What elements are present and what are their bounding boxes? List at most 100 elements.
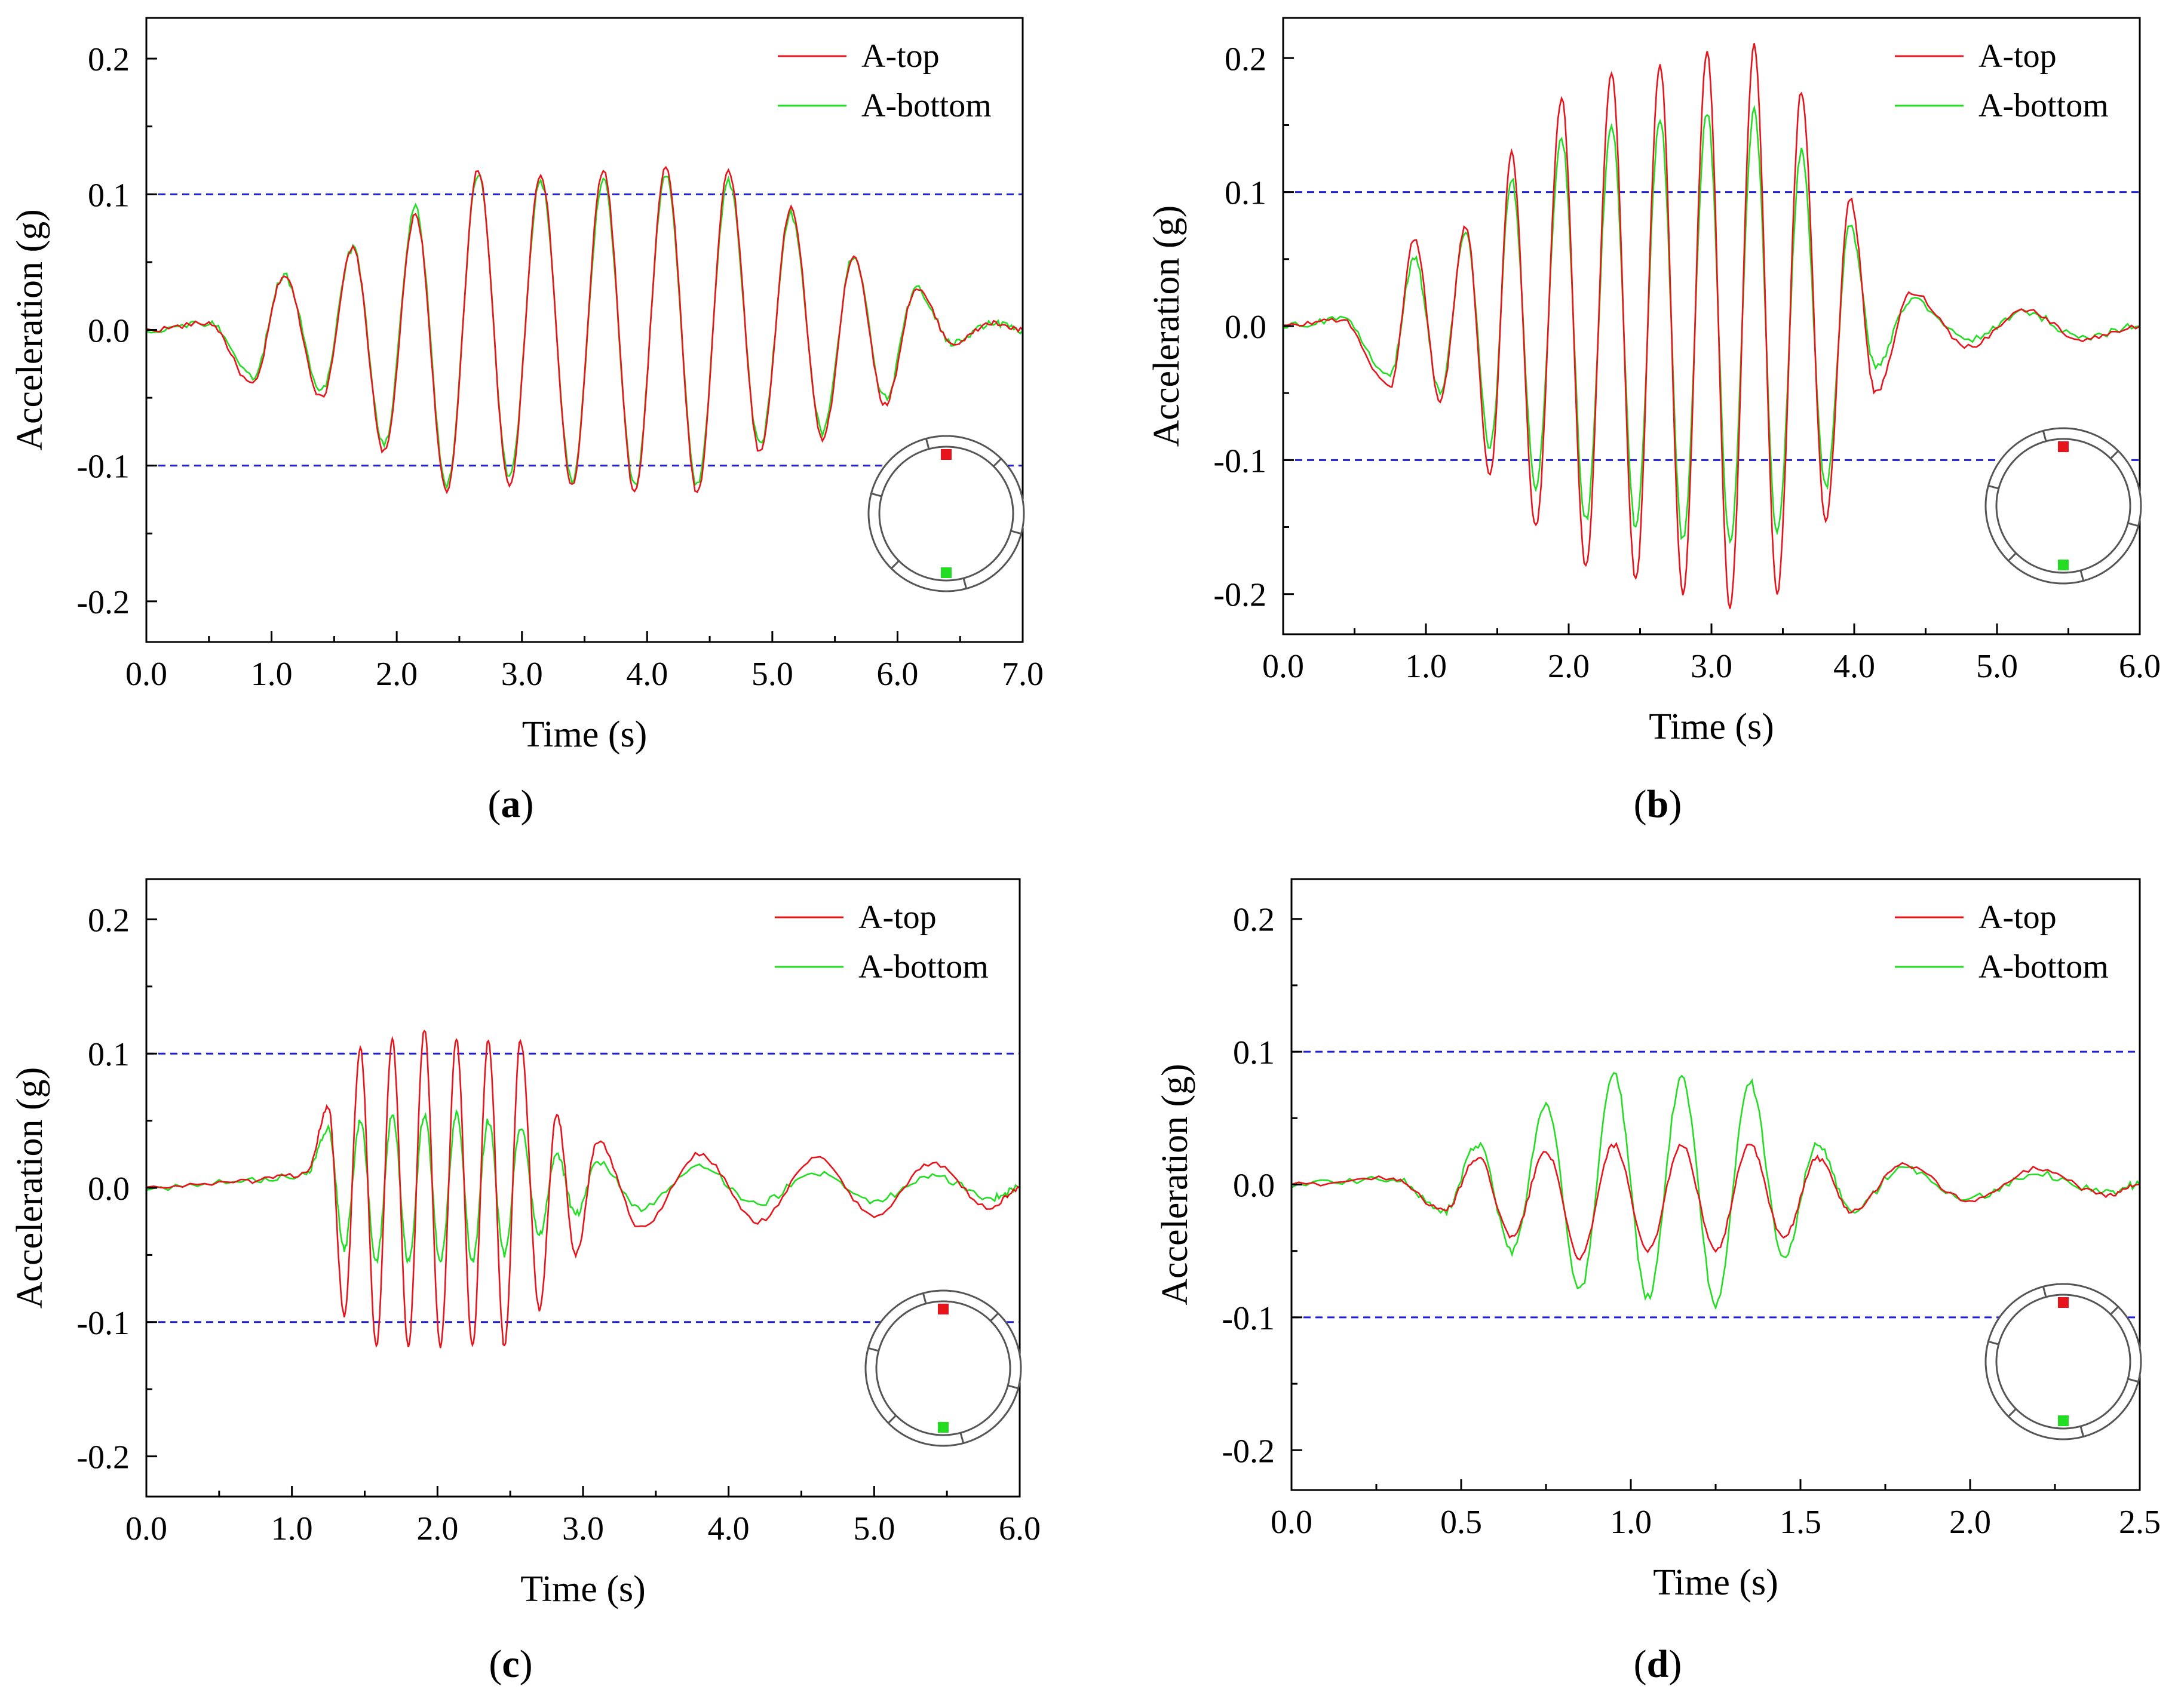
x-tick-label: 2.0 [416,1510,458,1547]
y-tick-label: -0.1 [1213,443,1266,480]
chart-panel-c: 0.0 1.0 2.0 3.0 4.0 5.0 6.0 -0.2 -0.1 0.0 0.1 0.2 Ti… [10,878,1041,1686]
ring-segment-joint [2008,552,2017,561]
x-tick-label: 0.0 [125,656,167,693]
y-axis-label: Acceleration (g) [10,209,50,450]
legend-entry-a-top: A-top [1978,38,2057,75]
x-tick-label: 3.0 [562,1510,604,1547]
chart-panel-a: 0.0 1.0 2.0 3.0 4.0 5.0 6.0 7.0 -0.2 -0.1 0.0 0.1 0.… [10,17,1044,826]
x-tick-label: 1.0 [251,656,293,693]
sensor-marker-top [2058,441,2069,452]
sensor-ring-diagram [864,1289,1022,1447]
x-tick-label: 2.5 [2119,1504,2161,1541]
legend-entry-a-top: A-top [858,899,937,936]
x-tick-label: 0.0 [1271,1504,1312,1541]
y-tick-label: 0.1 [1225,175,1266,212]
x-tick-label: 0.0 [1262,648,1304,685]
series-line-a-bottom [146,174,1023,490]
x-tick-label: 5.0 [853,1510,895,1547]
x-tick-label: 5.0 [751,656,793,693]
series-line-a-top [146,165,1023,494]
x-axis-label: Time (s) [1653,1562,1778,1603]
y-tick-label: 0.1 [88,1036,130,1073]
y-axis-label: Acceleration (g) [10,1067,50,1308]
ring-inner [875,1300,1011,1436]
y-tick-label: 0.0 [1225,309,1266,346]
sensor-marker-bottom [938,1422,949,1433]
x-tick-label: 6.0 [999,1510,1041,1547]
x-tick-label: 5.0 [1976,648,2018,685]
ring-segment-joint [962,577,968,589]
x-tick-label: 2.0 [1548,648,1590,685]
y-tick-label: 0.1 [1233,1034,1275,1071]
y-tick-label: 0.2 [1233,902,1275,939]
series-line-a-bottom [1292,1072,2140,1310]
sensor-marker-top [938,1304,949,1314]
ring-segment-joint [993,458,1002,467]
ring-segment-joint [2110,1306,2119,1315]
y-tick-label: 0.0 [88,313,130,350]
y-tick-label: 0.2 [88,902,130,939]
x-tick-label: 4.0 [708,1510,750,1547]
y-tick-label: -0.2 [76,1439,130,1476]
ring-inner [878,446,1014,582]
y-tick-label: -0.1 [1222,1300,1275,1337]
chart-panel-b: 0.0 1.0 2.0 3.0 4.0 5.0 6.0 -0.2 -0.1 0.0 0.1 0.2 Ti… [1146,17,2161,826]
ring-segment-joint [1007,1384,1019,1390]
ring-segment-joint [2042,1286,2047,1298]
y-tick-label: 0.0 [88,1171,130,1208]
ring-segment-joint [2042,431,2047,442]
y-tick-label: -0.2 [1213,577,1266,614]
ring-segment-joint [925,438,930,450]
x-axis-label: Time (s) [520,1569,646,1609]
y-tick-label: 0.1 [88,177,130,214]
y-tick-label: -0.1 [76,448,130,486]
x-tick-label: 2.0 [1949,1504,1991,1541]
sensor-ring-diagram [1984,427,2142,585]
x-tick-label: 1.0 [271,1510,313,1547]
sensor-marker-top [2058,1297,2069,1308]
ring-segment-joint [922,1293,927,1304]
y-axis-label: Acceleration (g) [1146,205,1187,447]
x-tick-label: 0.0 [125,1510,167,1547]
ring-segment-joint [1988,1340,1999,1345]
ring-segment-joint [1988,484,1999,490]
ring-segment-joint [888,1415,897,1424]
x-tick-label: 1.5 [1780,1504,1821,1541]
x-axis-label: Time (s) [1649,706,1774,747]
ring-segment-joint [1010,530,1021,535]
sensor-ring-diagram [1984,1283,2142,1440]
sensor-marker-bottom [2058,560,2069,570]
y-tick-label: -0.1 [76,1305,130,1342]
sensor-marker-top [941,449,952,460]
x-tick-label: 7.0 [1002,656,1044,693]
ring-segment-joint [891,560,900,569]
ring-segment-joint [2127,1378,2139,1383]
panel-caption: (d) [1634,1642,1682,1686]
ring-segment-joint [868,1347,879,1352]
x-tick-label: 3.0 [501,656,543,693]
panel-caption: (c) [489,1642,532,1686]
ring-segment-joint [871,492,882,497]
y-tick-label: 0.2 [88,41,130,78]
ring-segment-joint [990,1313,999,1322]
series-line-a-top [146,1030,1020,1348]
x-tick-label: 6.0 [2119,648,2161,685]
y-tick-label: -0.2 [76,584,130,621]
y-tick-label: -0.2 [1222,1433,1275,1470]
x-tick-label: 0.5 [1440,1504,1482,1541]
legend-entry-a-bottom: A-bottom [1978,948,2109,985]
legend-entry-a-bottom: A-bottom [858,948,989,985]
y-tick-label: 0.0 [1233,1168,1275,1205]
legend-entry-a-top: A-top [1978,899,2057,936]
x-tick-label: 4.0 [626,656,668,693]
x-tick-label: 3.0 [1691,648,1732,685]
x-tick-label: 1.0 [1405,648,1447,685]
y-axis-label: Acceleration (g) [1155,1064,1195,1305]
legend-entry-a-bottom: A-bottom [1978,87,2109,124]
series-line-a-top [1292,1141,2140,1261]
x-tick-label: 1.0 [1610,1504,1652,1541]
panel-caption: (a) [488,782,534,826]
x-tick-label: 6.0 [876,656,918,693]
ring-segment-joint [2110,450,2119,459]
ring-segment-joint [2079,570,2085,581]
